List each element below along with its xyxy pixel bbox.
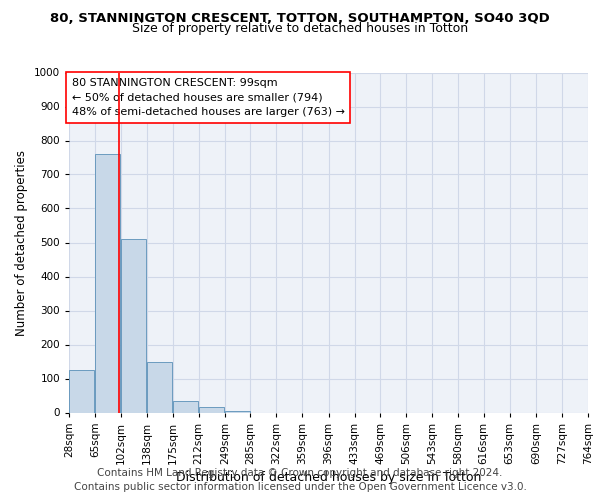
Bar <box>146 362 172 412</box>
Text: Contains HM Land Registry data © Crown copyright and database right 2024.
Contai: Contains HM Land Registry data © Crown c… <box>74 468 526 492</box>
X-axis label: Distribution of detached houses by size in Totton: Distribution of detached houses by size … <box>176 470 481 484</box>
Bar <box>121 239 146 412</box>
Bar <box>69 370 94 412</box>
Bar <box>95 154 121 412</box>
Text: Size of property relative to detached houses in Totton: Size of property relative to detached ho… <box>132 22 468 35</box>
Bar <box>173 400 198 412</box>
Text: 80, STANNINGTON CRESCENT, TOTTON, SOUTHAMPTON, SO40 3QD: 80, STANNINGTON CRESCENT, TOTTON, SOUTHA… <box>50 12 550 26</box>
Bar <box>225 411 250 412</box>
Text: 80 STANNINGTON CRESCENT: 99sqm
← 50% of detached houses are smaller (794)
48% of: 80 STANNINGTON CRESCENT: 99sqm ← 50% of … <box>71 78 344 117</box>
Bar <box>199 408 224 412</box>
Y-axis label: Number of detached properties: Number of detached properties <box>15 150 28 336</box>
